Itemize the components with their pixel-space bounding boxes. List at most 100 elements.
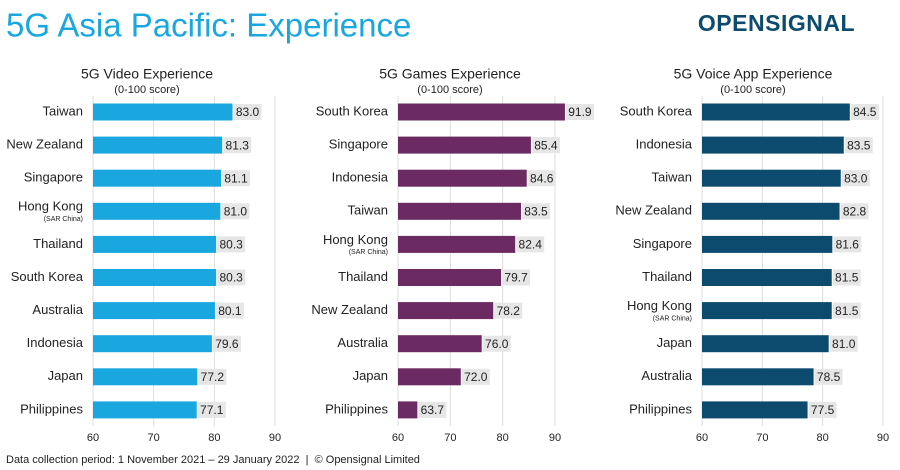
- y-tick-label: Hong Kong: [18, 199, 83, 214]
- y-tick-note: (SAR China): [653, 315, 692, 322]
- y-tick-label: Philippines: [325, 401, 388, 416]
- bar: [702, 103, 850, 121]
- y-tick-label: Indonesia: [332, 170, 389, 185]
- y-tick-label: Thailand: [33, 236, 83, 251]
- value-label: 81.0: [832, 337, 856, 351]
- value-label-bg: [494, 302, 523, 319]
- x-tick-label: 90: [877, 432, 889, 444]
- value-label: 84.5: [853, 105, 877, 119]
- bar: [398, 202, 521, 220]
- value-label-bg: [233, 104, 262, 120]
- value-label: 83.5: [524, 204, 548, 218]
- y-tick-label: Philippines: [629, 401, 692, 416]
- bar: [398, 136, 531, 154]
- value-label-bg: [833, 236, 862, 253]
- value-label: 77.5: [811, 403, 835, 417]
- y-tick-label: Japan: [353, 368, 388, 383]
- y-tick-label: Singapore: [24, 170, 83, 185]
- panel-subtitle: (0-100 score): [417, 84, 482, 96]
- value-label-bg: [527, 170, 556, 187]
- bar: [398, 103, 565, 121]
- bar: [93, 103, 233, 121]
- value-label-bg: [832, 269, 861, 286]
- y-tick-label: Australia: [641, 368, 692, 383]
- bar: [702, 202, 840, 220]
- x-tick-label: 70: [756, 432, 768, 444]
- y-tick-label: Singapore: [633, 236, 692, 251]
- panel-title: 5G Video Experience: [81, 66, 213, 82]
- y-tick-label: Australia: [337, 335, 388, 350]
- value-label: 79.7: [504, 271, 528, 285]
- y-tick-label: Australia: [32, 302, 83, 317]
- value-label: 78.5: [817, 370, 841, 384]
- value-label-bg: [418, 401, 447, 418]
- value-label: 81.5: [835, 304, 859, 318]
- bar: [398, 269, 502, 286]
- bar: [702, 368, 814, 386]
- bar: [398, 169, 527, 187]
- value-label: 78.2: [497, 304, 521, 318]
- y-tick-label: Taiwan: [348, 203, 388, 218]
- value-label: 81.0: [224, 204, 248, 218]
- value-label-bg: [461, 368, 490, 385]
- value-label: 81.1: [224, 171, 248, 185]
- y-tick-label: South Korea: [620, 103, 693, 118]
- value-label: 81.3: [226, 138, 250, 152]
- value-label: 83.0: [236, 105, 260, 119]
- y-tick-label: Japan: [657, 335, 692, 350]
- y-tick-label: Hong Kong: [627, 298, 692, 313]
- bar: [702, 169, 841, 187]
- value-label: 63.7: [421, 403, 445, 417]
- value-label-bg: [531, 137, 560, 154]
- panel-title: 5G Games Experience: [379, 66, 521, 82]
- y-tick-label: New Zealand: [311, 302, 388, 317]
- value-label: 84.6: [530, 171, 554, 185]
- y-tick-label: Hong Kong: [323, 232, 388, 247]
- y-tick-label: Thailand: [642, 269, 692, 284]
- value-label-bg: [841, 170, 870, 187]
- value-label: 83.0: [844, 171, 868, 185]
- value-label-bg: [197, 401, 226, 418]
- y-tick-label: Philippines: [20, 401, 83, 416]
- bar: [702, 136, 844, 154]
- x-tick-label: 90: [269, 432, 281, 444]
- x-tick-label: 60: [392, 432, 404, 444]
- value-label-bg: [215, 302, 244, 319]
- y-tick-label: Japan: [48, 368, 83, 383]
- y-tick-label: Thailand: [338, 269, 388, 284]
- value-label-bg: [521, 203, 550, 220]
- value-label-bg: [223, 137, 252, 154]
- value-label-bg: [808, 401, 837, 418]
- value-label: 81.6: [836, 238, 860, 252]
- value-label-bg: [840, 203, 869, 220]
- value-label: 80.1: [218, 304, 242, 318]
- x-tick-label: 80: [208, 432, 220, 444]
- y-tick-label: Taiwan: [652, 170, 692, 185]
- bar: [93, 401, 197, 419]
- bar: [702, 235, 833, 253]
- bar: [702, 269, 832, 286]
- bar: [93, 302, 215, 320]
- x-tick-label: 60: [87, 432, 99, 444]
- footer: Data collection period: 1 November 2021 …: [6, 454, 420, 466]
- value-label: 83.5: [847, 138, 871, 152]
- value-label: 72.0: [464, 370, 488, 384]
- logo: OPENSIGNAL: [698, 10, 855, 36]
- value-label-bg: [482, 335, 511, 352]
- value-label-bg: [844, 137, 873, 154]
- y-tick-label: Taiwan: [43, 103, 83, 118]
- value-label: 81.5: [835, 271, 859, 285]
- value-label: 76.0: [485, 337, 509, 351]
- bar: [93, 169, 222, 187]
- page-title: 5G Asia Pacific: Experience: [6, 7, 411, 44]
- bar: [702, 302, 832, 320]
- value-label-bg: [217, 236, 246, 253]
- value-label-bg: [814, 368, 843, 385]
- value-label-bg: [832, 302, 861, 319]
- y-tick-label: Singapore: [329, 137, 388, 152]
- panel-subtitle: (0-100 score): [114, 84, 179, 96]
- value-label-bg: [829, 335, 858, 352]
- bar: [93, 136, 223, 154]
